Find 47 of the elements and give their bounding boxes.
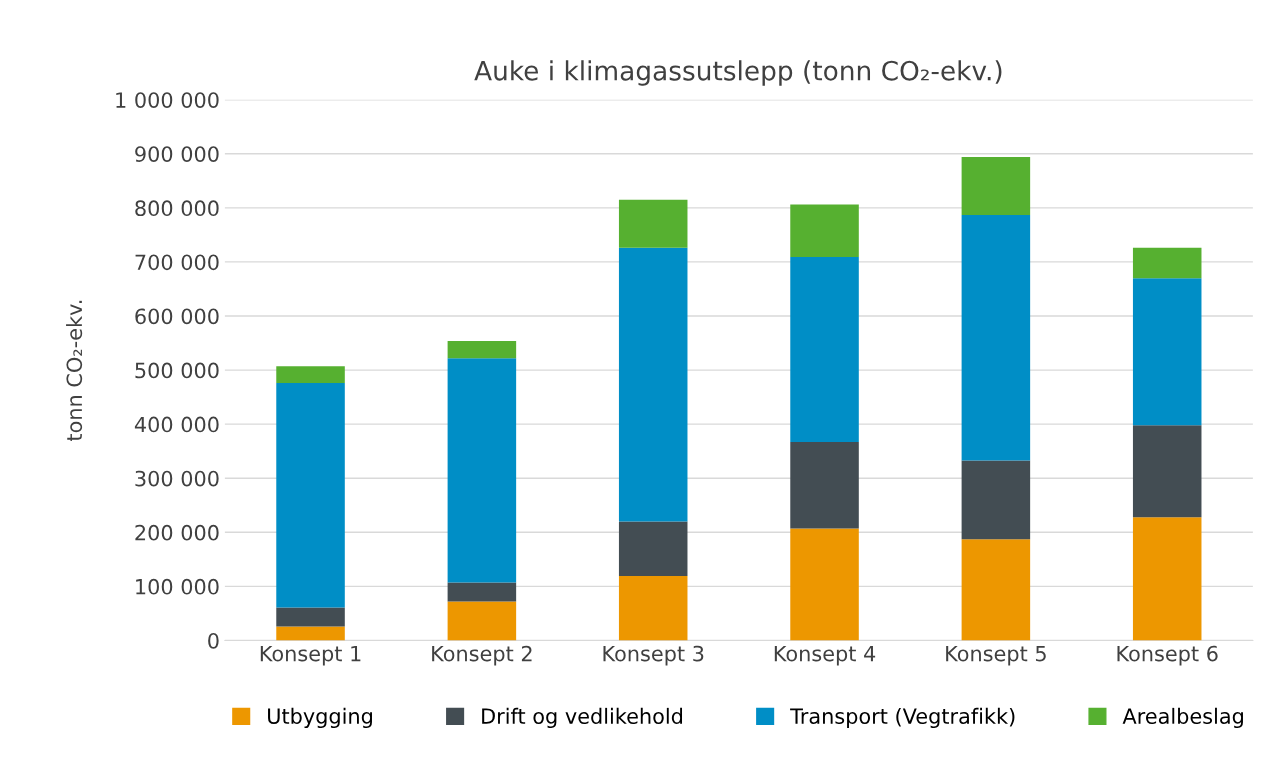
legend-label: Drift og vedlikehold — [482, 707, 683, 729]
bar — [276, 366, 345, 384]
bar — [961, 214, 1031, 461]
y-tick-label: 0 — [208, 632, 219, 649]
x-tick-label: Konsept 2 — [432, 645, 532, 666]
bar — [790, 442, 859, 529]
chart-title: Auke i klimagassutslepp (tonn CO₂-ekv.) — [474, 60, 1002, 86]
bar — [961, 460, 1031, 540]
y-tick-label: 1 000 000 — [116, 92, 219, 108]
y-tick-label: 800 000 — [135, 200, 219, 217]
legend-label: Arealbeslag — [1122, 707, 1243, 729]
bar — [961, 539, 1031, 641]
bar — [447, 601, 517, 641]
bar — [447, 358, 517, 583]
legend-label: Utbygging — [268, 707, 372, 729]
y-tick-label: 200 000 — [135, 524, 219, 541]
bar — [1132, 425, 1202, 518]
legend-label: Transport (Vegtrafikk) — [790, 707, 1015, 729]
bar — [447, 340, 517, 359]
y-tick-label: 900 000 — [135, 146, 219, 162]
x-tick-label: Konsept 3 — [603, 645, 704, 666]
x-tick-label: Konsept 1 — [260, 645, 361, 666]
bar — [276, 626, 345, 641]
bar — [276, 607, 345, 627]
bar — [618, 247, 688, 522]
y-tick-label: 100 000 — [136, 578, 219, 595]
bar — [961, 157, 1031, 215]
bar — [790, 204, 859, 258]
bar — [618, 199, 688, 248]
bar — [1132, 247, 1202, 279]
y-tick-label: 700 000 — [135, 254, 219, 271]
y-tick-label: 500 000 — [135, 362, 219, 379]
x-tick-label: Konsept 6 — [1117, 645, 1218, 666]
x-tick-label: Konsept 4 — [774, 645, 876, 666]
bar — [447, 582, 517, 602]
y-axis-title: tonn CO₂-ekv. — [66, 300, 83, 442]
y-tick-label: 300 000 — [135, 470, 219, 487]
bar — [790, 257, 859, 442]
bar — [618, 521, 688, 577]
x-tick-label: Konsept 5 — [946, 645, 1046, 666]
y-tick-label: 400 000 — [134, 416, 219, 433]
y-tick-label: 600 000 — [135, 308, 219, 325]
bar — [790, 528, 859, 641]
bar — [1132, 278, 1202, 426]
bar — [276, 383, 345, 608]
bar — [618, 576, 688, 641]
bar — [1132, 517, 1202, 641]
